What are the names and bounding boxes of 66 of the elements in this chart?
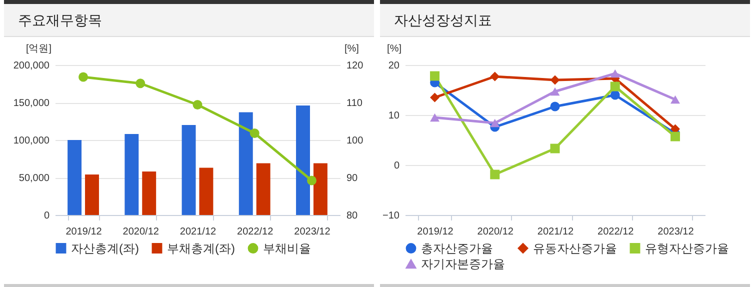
x-tick-label: 2020/12	[122, 226, 160, 238]
legend-label: 부채총계(좌)	[167, 241, 235, 256]
y-tick-label: 20	[388, 60, 400, 72]
bar	[199, 168, 214, 215]
y-tick-label: 10	[388, 110, 400, 122]
point	[610, 90, 620, 100]
point	[78, 72, 88, 82]
point	[550, 102, 560, 112]
bar	[142, 172, 156, 215]
point	[610, 69, 620, 78]
y-axis-title: [%]	[387, 44, 402, 54]
point	[670, 95, 680, 104]
x-tick-label: 2021/12	[180, 226, 217, 238]
bar	[313, 163, 328, 215]
bar	[238, 112, 253, 215]
point	[490, 118, 500, 128]
y-tick-label: 0	[44, 210, 50, 222]
point	[670, 132, 680, 142]
y2-tick-label: 80	[346, 210, 358, 222]
point	[306, 176, 316, 186]
point	[550, 75, 560, 85]
x-tick-label: 2020/12	[477, 226, 514, 238]
chart-title: 주요재무항목	[4, 4, 374, 37]
x-tick-label: 2022/12	[237, 226, 274, 238]
bar	[256, 163, 270, 215]
point	[192, 100, 202, 110]
legend-label: 자산총계(좌)	[71, 241, 139, 256]
point	[250, 128, 260, 138]
y-tick-label: 100,000	[13, 136, 50, 146]
legend-label: 유동자산증가율	[533, 241, 617, 256]
y2-tick-label: 100	[346, 136, 364, 146]
bar	[124, 134, 139, 215]
y2-axis-title: [%]	[344, 44, 360, 54]
point	[136, 78, 146, 88]
y2-tick-label: 110	[346, 98, 363, 109]
bar	[85, 174, 99, 215]
bar	[296, 106, 310, 215]
point	[490, 72, 500, 82]
x-tick-label: 2019/12	[66, 226, 102, 238]
legend-label: 부채비율	[263, 241, 311, 256]
y-axis-title: [억원]	[26, 44, 52, 54]
bar	[68, 140, 82, 215]
x-tick-label: 2021/12	[537, 226, 574, 238]
x-tick-label: 2022/12	[598, 226, 634, 238]
legend-label: 총자산증가율	[421, 241, 493, 256]
point	[490, 170, 500, 180]
y-tick-label: 50,000	[18, 173, 50, 184]
point	[550, 144, 560, 154]
y-tick-label: 0	[394, 160, 400, 172]
y-tick-label: −10	[382, 210, 400, 222]
point	[610, 82, 620, 92]
bar	[182, 125, 196, 215]
legend-label: 자기자본증가율	[421, 257, 505, 271]
chart-title: 자산성장성지표	[380, 4, 750, 37]
point	[430, 113, 440, 122]
x-tick-label: 2023/12	[294, 226, 331, 238]
y2-tick-label: 120	[346, 60, 364, 72]
point	[430, 92, 440, 102]
y-tick-label: 150,000	[13, 98, 50, 109]
point	[550, 87, 560, 96]
y2-tick-label: 90	[346, 173, 358, 184]
y-tick-label: 200,000	[13, 60, 50, 72]
point	[430, 71, 440, 81]
legend-label: 유형자산증가율	[645, 241, 729, 256]
x-tick-label: 2023/12	[658, 226, 694, 238]
x-tick-label: 2019/12	[417, 226, 454, 238]
